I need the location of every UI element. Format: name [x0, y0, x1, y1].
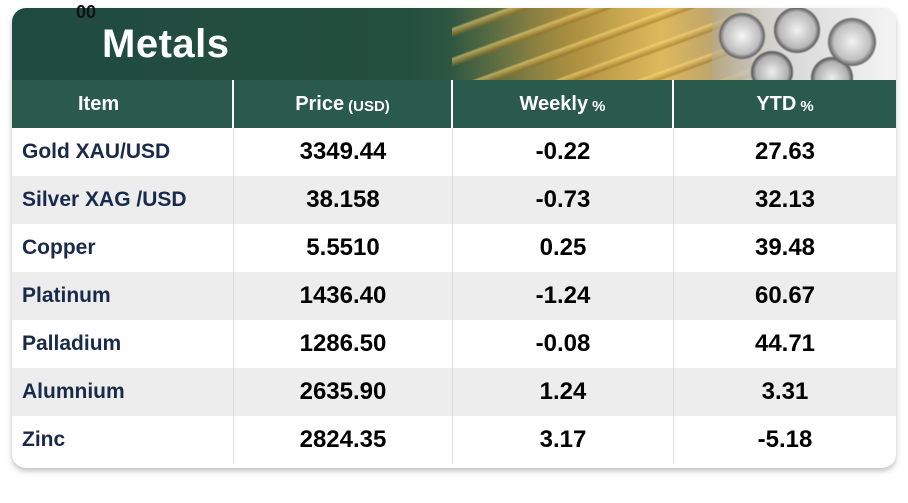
silver-rods-image	[712, 8, 896, 80]
cell-item: Alumnium	[12, 368, 234, 416]
header-item-label: Item	[78, 92, 120, 115]
table-row: Silver XAG /USD 38.158 -0.73 32.13	[12, 176, 896, 224]
cell-weekly: -0.22	[453, 128, 674, 176]
cell-ytd: -5.18	[757, 426, 813, 453]
cell-price: 2635.90	[234, 368, 453, 416]
cell-price: 1286.50	[234, 320, 453, 368]
header-price: Price (USD)	[234, 80, 453, 128]
table-header: Item Price (USD) Weekly % YTD %	[12, 80, 896, 128]
cell-item: Silver XAG /USD	[12, 176, 234, 224]
cell-weekly: 3.17	[453, 416, 674, 464]
corner-code: 00	[76, 2, 97, 22]
cell-item: Palladium	[12, 320, 234, 368]
metals-card: Metals Item Price (USD) Weekly % YTD % G…	[12, 8, 896, 468]
cell-item: Gold XAU/USD	[12, 128, 234, 176]
table-row: Gold XAU/USD 3349.44 -0.22 27.63	[12, 128, 896, 176]
header-ytd-unit: %	[800, 97, 814, 115]
header-weekly: Weekly %	[453, 80, 674, 128]
cell-weekly: -0.73	[453, 176, 674, 224]
metals-banner: Metals	[12, 8, 896, 80]
header-ytd: YTD %	[674, 80, 896, 128]
cell-ytd: 39.48	[754, 234, 816, 261]
cell-price: 2824.35	[234, 416, 453, 464]
cell-ytd: 44.71	[754, 330, 816, 357]
table-row: Zinc 2824.35 3.17 -5.18	[12, 416, 896, 464]
table-row: Palladium 1286.50 -0.08 44.71	[12, 320, 896, 368]
gold-bars-image	[452, 8, 752, 80]
cell-ytd: 27.63	[754, 138, 816, 165]
cell-item: Platinum	[12, 272, 234, 320]
cell-ytd: 60.67	[754, 282, 816, 309]
header-ytd-label: YTD	[756, 92, 797, 115]
cell-price: 1436.40	[234, 272, 453, 320]
cell-item: Copper	[12, 224, 234, 272]
header-item: Item	[12, 80, 234, 128]
header-price-unit: (USD)	[348, 97, 390, 115]
table-row: Alumnium 2635.90 1.24 3.31	[12, 368, 896, 416]
cell-weekly: 0.25	[453, 224, 674, 272]
table-body: Gold XAU/USD 3349.44 -0.22 27.63 Silver …	[12, 128, 896, 464]
table-row: Copper 5.5510 0.25 39.48	[12, 224, 896, 272]
cell-ytd: 32.13	[754, 186, 816, 213]
cell-ytd: 3.31	[761, 378, 809, 405]
header-price-label: Price	[295, 92, 345, 115]
cell-price: 3349.44	[234, 128, 453, 176]
cell-weekly: -0.08	[453, 320, 674, 368]
cell-weekly: -1.24	[453, 272, 674, 320]
header-weekly-unit: %	[592, 97, 606, 115]
table-row: Platinum 1436.40 -1.24 60.67	[12, 272, 896, 320]
cell-price: 38.158	[234, 176, 453, 224]
cell-price: 5.5510	[234, 224, 453, 272]
cell-item: Zinc	[12, 416, 234, 464]
banner-title: Metals	[102, 22, 230, 66]
cell-weekly: 1.24	[453, 368, 674, 416]
header-weekly-label: Weekly	[519, 92, 589, 115]
